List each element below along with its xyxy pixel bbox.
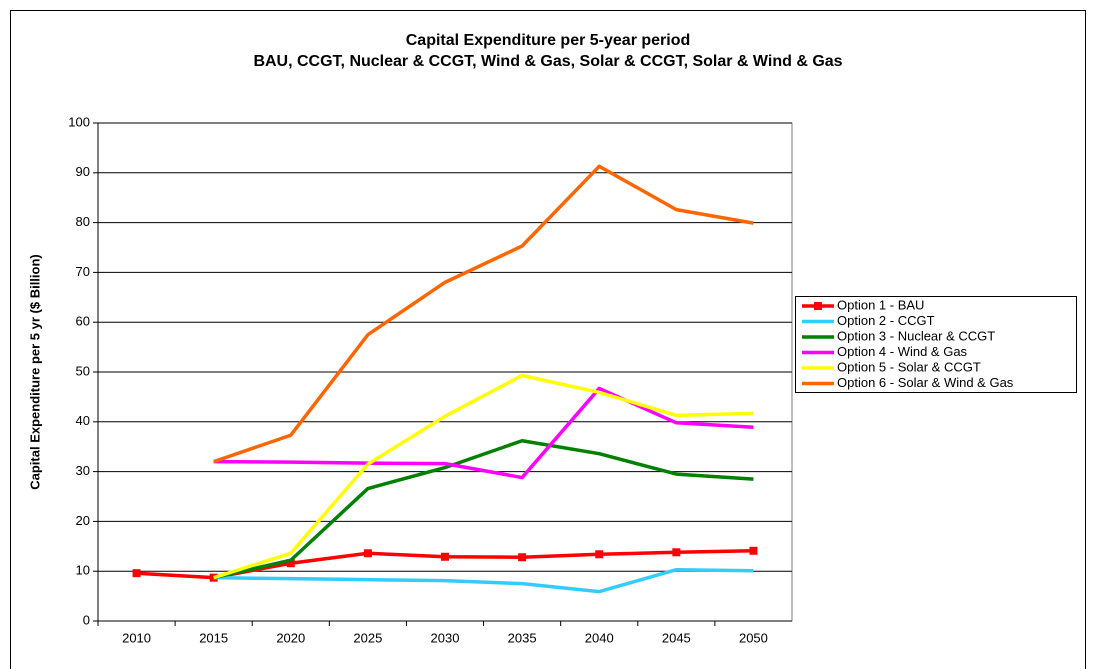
chart-subtitle: BAU, CCGT, Nuclear & CCGT, Wind & Gas, S… [253,53,842,70]
y-tick-label: 60 [76,314,90,329]
legend-marker [814,302,822,310]
y-tick-label: 10 [76,563,90,578]
x-tick-label: 2020 [276,630,305,645]
y-tick-label: 80 [76,214,90,229]
x-tick-label: 2035 [508,630,537,645]
y-tick-label: 50 [76,363,90,378]
y-tick-label: 70 [76,264,90,279]
series-line [213,164,754,464]
legend-box [795,296,1077,393]
x-tick-label: 2050 [739,630,768,645]
x-tick-label: 2015 [199,630,228,645]
series-marker [749,546,758,555]
x-tick-label: 2040 [585,630,614,645]
x-tick-label: 2010 [122,630,151,645]
legend-label: Option 5 - Solar & CCGT [837,359,981,374]
x-tick-label: 2045 [662,630,691,645]
legend-label: Option 3 - Nuclear & CCGT [837,328,995,343]
series-marker [132,569,141,578]
y-tick-label: 90 [76,164,90,179]
series-marker [518,553,527,562]
series-marker [363,549,372,558]
series-line [213,438,754,580]
series-marker [286,559,295,568]
x-tick-label: 2030 [431,630,460,645]
legend-label: Option 2 - CCGT [837,313,935,328]
chart-title: Capital Expenditure per 5-year period [406,32,691,49]
series-marker [595,550,604,559]
y-tick-label: 30 [76,463,90,478]
y-tick-label: 40 [76,413,90,428]
x-tick-label: 2025 [353,630,382,645]
y-axis-label: Capital Expenditure per 5 yr ($ Billion) [27,254,42,490]
series-line [213,373,754,580]
series-line [213,386,754,480]
series-line [213,567,754,594]
legend-label: Option 4 - Wind & Gas [837,344,968,359]
legend-label: Option 6 - Solar & Wind & Gas [837,375,1014,390]
y-tick-label: 0 [83,612,90,627]
series-marker [441,552,449,561]
series-marker [672,548,681,557]
y-tick-label: 20 [76,513,90,528]
y-tick-label: 100 [68,114,90,129]
legend-label: Option 1 - BAU [837,297,924,312]
